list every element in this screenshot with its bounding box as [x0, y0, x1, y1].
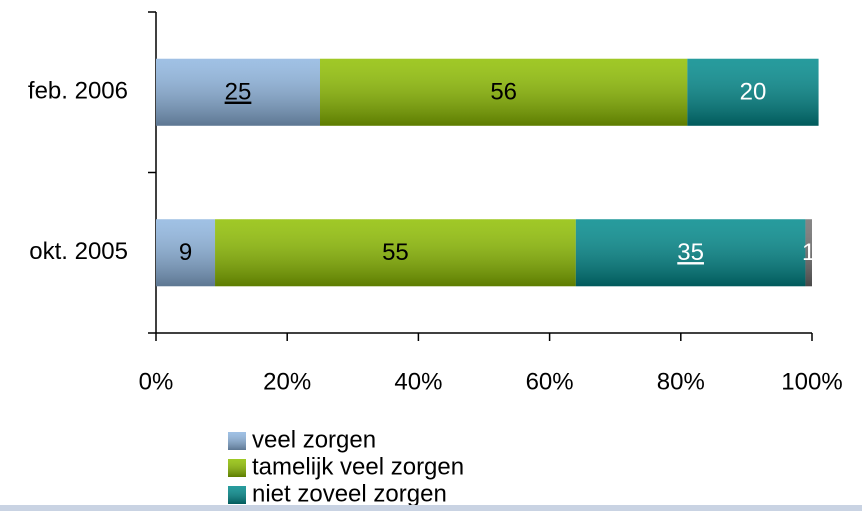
legend-label: tamelijk veel zorgen [252, 453, 464, 480]
bar-shade [156, 219, 216, 287]
bar-shade [215, 219, 576, 287]
bar-shade [156, 58, 320, 126]
data-label: 55 [382, 239, 409, 266]
legend-label: niet zoveel zorgen [252, 480, 447, 507]
x-tick-label: 0% [139, 368, 174, 395]
category-label: feb. 2006 [28, 78, 128, 105]
bar-shade [687, 58, 819, 126]
x-tick-label: 80% [657, 368, 705, 395]
x-tick-label: 100% [781, 368, 842, 395]
bottom-strip [0, 505, 862, 511]
x-tick-label: 20% [263, 368, 311, 395]
data-label: 35 [677, 239, 704, 266]
data-label: 1 [802, 239, 815, 266]
legend-label: veel zorgen [252, 426, 376, 453]
bar-shade [805, 219, 812, 287]
bar-shade [320, 58, 688, 126]
data-label: 25 [225, 79, 252, 106]
data-label: 56 [490, 79, 517, 106]
data-label: 20 [740, 79, 767, 106]
data-label: 9 [179, 239, 192, 266]
category-label: okt. 2005 [29, 238, 128, 265]
x-tick-label: 60% [526, 368, 574, 395]
legend-shade [228, 486, 246, 504]
x-tick-label: 40% [394, 368, 442, 395]
legend-shade [228, 432, 246, 450]
legend-shade [228, 459, 246, 477]
bar-shade [575, 219, 806, 287]
